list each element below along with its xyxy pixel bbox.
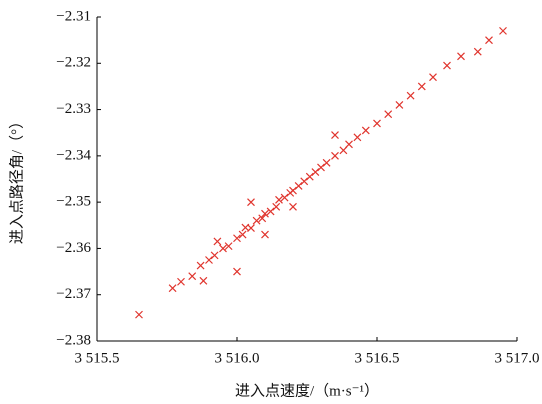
point [199, 276, 208, 285]
y-tick-label: −2.34 [56, 147, 91, 163]
point [345, 140, 353, 149]
point [213, 237, 222, 246]
point [177, 277, 185, 286]
y-axis-label: 进入点路径角/（°） [8, 114, 25, 244]
point [168, 284, 177, 293]
point [238, 230, 247, 239]
point [443, 61, 451, 70]
x-tick-label: 3 515.5 [75, 350, 120, 366]
point [305, 172, 314, 181]
y-tick-label: −2.37 [56, 286, 91, 302]
point [272, 202, 281, 211]
point [331, 131, 339, 139]
point [196, 261, 205, 270]
y-tick-label: −2.33 [56, 101, 91, 117]
point [457, 52, 465, 61]
point [373, 119, 381, 128]
point [417, 82, 426, 91]
x-tick-label: 3 516.0 [215, 350, 260, 366]
point [224, 242, 233, 251]
point [331, 151, 339, 160]
point [485, 36, 493, 45]
point [219, 244, 227, 253]
point [317, 163, 325, 172]
point [247, 198, 255, 207]
point [294, 182, 303, 190]
point [247, 224, 255, 232]
point [258, 214, 267, 223]
y-tick-label: −2.38 [56, 332, 91, 348]
point [205, 256, 213, 264]
point [188, 272, 197, 281]
point [261, 230, 269, 239]
point [252, 216, 261, 225]
point [429, 73, 437, 82]
point [261, 209, 269, 218]
point [361, 126, 370, 135]
point [210, 251, 219, 260]
point [300, 177, 309, 186]
point [499, 26, 507, 35]
y-tick-label: −2.31 [56, 8, 91, 24]
y-tick-label: −2.36 [56, 240, 91, 256]
point [395, 101, 404, 109]
point [266, 207, 275, 216]
point [353, 133, 362, 142]
point [233, 267, 241, 276]
point [384, 110, 393, 119]
x-tick-label: 3 517.0 [495, 350, 540, 366]
point [289, 202, 297, 211]
point [473, 47, 482, 56]
y-tick-label: −2.32 [56, 55, 91, 71]
point [233, 234, 241, 243]
x-tick-label: 3 516.5 [355, 350, 400, 366]
point [311, 168, 320, 176]
point [280, 193, 289, 202]
point [135, 310, 143, 319]
point [406, 91, 415, 100]
x-axis-label: 进入点速度/（m·s⁻¹） [235, 382, 379, 399]
y-tick-label: −2.35 [56, 194, 91, 210]
point [275, 195, 283, 204]
point [322, 158, 331, 167]
point [289, 186, 297, 195]
